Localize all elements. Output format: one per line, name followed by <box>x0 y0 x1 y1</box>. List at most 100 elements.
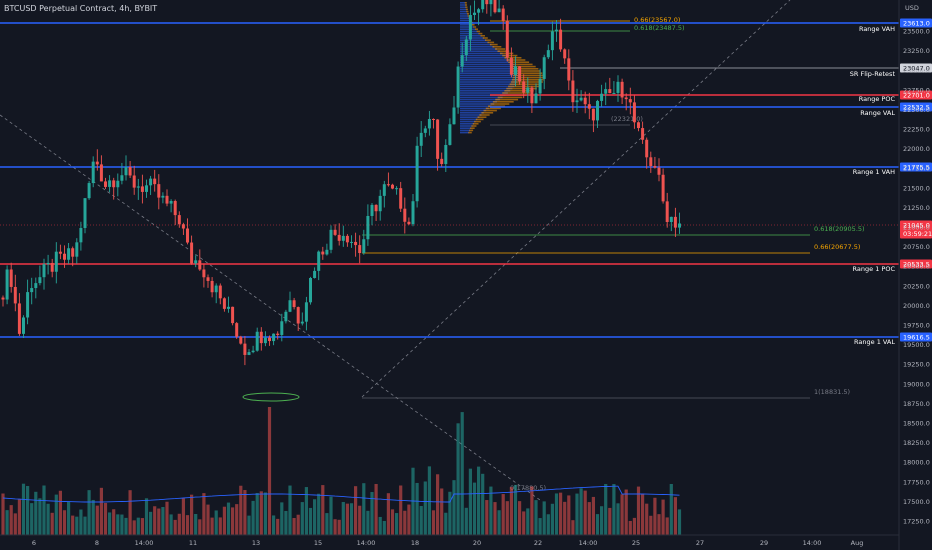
candle-body <box>284 311 288 322</box>
volume-bar <box>26 486 30 535</box>
volume-profile-bar <box>466 10 469 13</box>
candle-body <box>362 239 366 254</box>
volume-profile-bar <box>482 37 488 39</box>
candle-body <box>678 223 681 228</box>
volume-bar <box>632 517 636 535</box>
candle-body <box>235 323 239 337</box>
volume-profile-bar <box>460 57 508 59</box>
level-label: SR Flip-Retest <box>850 70 896 78</box>
volume-profile-bar <box>460 85 515 88</box>
volume-bar <box>563 501 567 535</box>
volume-bar <box>149 511 153 535</box>
time-tick: 20 <box>473 539 481 547</box>
candle <box>251 345 255 354</box>
price-badge <box>900 220 932 239</box>
candle <box>546 44 550 60</box>
candle <box>530 85 534 113</box>
level-label: Range 1 POC <box>853 265 896 273</box>
candle <box>432 118 435 129</box>
symbol-title: BTCUSD Perpetual Contract, 4h, BYBIT <box>4 4 158 13</box>
volume-bar <box>440 488 444 535</box>
candle-body <box>645 139 649 158</box>
volume-profile-bar <box>460 131 470 134</box>
candle <box>292 297 296 310</box>
candle <box>604 82 608 106</box>
candle <box>124 155 128 181</box>
volume-bar <box>583 490 587 535</box>
volume-bar <box>481 473 485 535</box>
volume-profile-bar <box>465 6 468 8</box>
candle-body <box>181 224 185 229</box>
candle-body <box>604 89 608 94</box>
candle-body <box>419 132 423 146</box>
candle-body <box>600 93 604 101</box>
candle-body <box>440 158 444 164</box>
volume-profile-bar <box>460 118 478 121</box>
volume-bar <box>202 493 206 535</box>
candle <box>657 158 661 182</box>
volume-profile-bar <box>465 4 468 6</box>
volume-bar <box>673 497 677 535</box>
candle-body <box>341 235 345 241</box>
volume-bar <box>636 486 641 535</box>
volume-profile-bar <box>460 54 506 57</box>
candle <box>91 156 95 188</box>
candle-body <box>288 300 292 312</box>
volume-bar <box>280 502 284 535</box>
candle <box>645 137 649 169</box>
candle-body <box>79 227 83 243</box>
volume-bar <box>559 492 563 535</box>
candle <box>583 91 587 114</box>
candle-body <box>501 8 505 21</box>
level-label: Range 1 VAH <box>853 168 895 176</box>
volume-profile-bar <box>460 50 500 52</box>
candle <box>440 152 444 167</box>
price-badge-label: 22701.0 <box>903 92 930 100</box>
candle <box>374 204 378 222</box>
price-tick: 21500.0 <box>903 184 930 192</box>
candle-body <box>292 300 296 308</box>
candle <box>128 161 132 179</box>
candle-body <box>399 188 403 209</box>
candle <box>173 199 177 226</box>
volume-bar <box>239 485 243 535</box>
volume-profile-bar <box>502 92 531 94</box>
price-badge-label: 23613.0 <box>903 20 930 28</box>
volume-bar <box>390 509 395 535</box>
volume-bar <box>464 507 468 535</box>
candle <box>255 327 259 352</box>
fib-label: (22321.0) <box>611 115 643 123</box>
candle-body <box>280 321 284 335</box>
price-badge-label: 22532.5 <box>903 104 930 112</box>
candle-body <box>473 12 476 16</box>
time-tick: 27 <box>696 539 704 547</box>
candle-body <box>641 128 645 140</box>
volume-profile-bar <box>460 94 506 96</box>
volume-profile-bar <box>472 123 479 125</box>
volume-profile-bar <box>509 63 533 66</box>
volume-profile-bar <box>508 61 530 63</box>
candle <box>214 283 218 304</box>
volume-profile-bar <box>460 17 470 19</box>
candle-body <box>91 161 95 184</box>
volume-bar <box>198 519 202 535</box>
candle-body <box>550 31 554 51</box>
candle-body <box>263 337 267 344</box>
volume-bar <box>399 485 403 535</box>
candle-body <box>526 87 530 93</box>
candle <box>284 309 288 324</box>
volume-bar <box>665 517 669 535</box>
fib-label: 0.66(23567.0) <box>634 16 680 24</box>
candle <box>259 327 263 351</box>
volume-bar <box>370 492 374 535</box>
candle-body <box>567 58 571 81</box>
volume-profile-bar <box>489 43 498 46</box>
candle <box>75 238 79 264</box>
candle <box>26 279 30 325</box>
level-label: Range 1 VAL <box>854 338 895 346</box>
volume-profile-bar <box>465 8 468 11</box>
candle-body <box>591 108 595 121</box>
candle <box>165 189 169 207</box>
